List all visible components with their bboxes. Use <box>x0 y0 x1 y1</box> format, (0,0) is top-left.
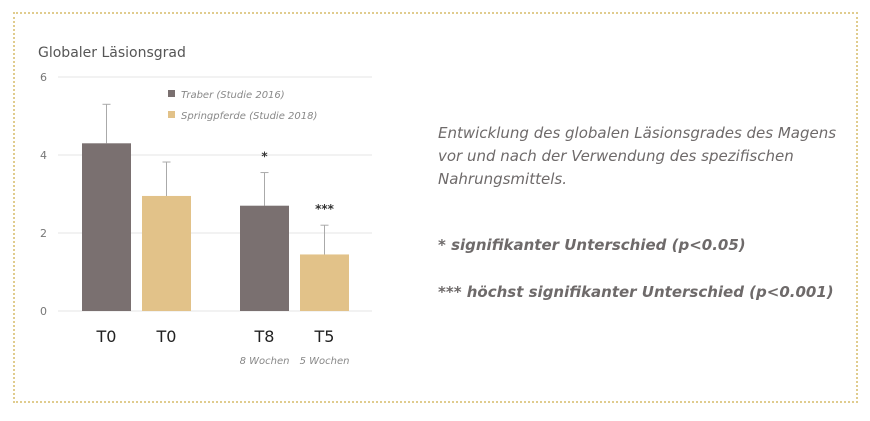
bar <box>240 205 289 311</box>
bar-chart: Globaler Läsionsgrad 0 2 4 6 Traber (Studie … <box>38 45 372 367</box>
bar <box>142 195 191 311</box>
x-sublabel: 8 Wochen <box>240 356 290 367</box>
legend-swatch <box>168 111 175 118</box>
x-tick-label: T8 <box>254 327 275 346</box>
legend-label: Traber (Studie 2016) <box>181 90 285 101</box>
bar <box>300 254 349 311</box>
y-tick-label: 2 <box>40 227 47 240</box>
legend-swatch <box>168 90 175 97</box>
chart-description: Entwicklung des globalen Läsionsgrades d… <box>438 124 837 188</box>
significance-note-2: *** höchst signifikanter Unterschied (p<… <box>438 283 834 301</box>
x-tick-label: T0 <box>156 327 177 346</box>
significance-note-1: * signifikanter Unterschied (p<0.05) <box>438 236 746 254</box>
dotted-frame <box>13 12 858 403</box>
y-tick-label: 4 <box>40 149 47 162</box>
legend-label: Springpferde (Studie 2018) <box>181 111 317 122</box>
x-tick-label: T5 <box>314 327 335 346</box>
chart-title: Globaler Läsionsgrad <box>38 45 186 61</box>
x-tick-label: T0 <box>96 327 117 346</box>
y-tick-label: 0 <box>40 305 47 318</box>
significance-marker: *** <box>315 202 335 216</box>
x-sublabel: 5 Wochen <box>300 356 350 367</box>
bar <box>82 143 131 311</box>
y-tick-label: 6 <box>40 71 47 84</box>
significance-marker: * <box>261 150 268 164</box>
